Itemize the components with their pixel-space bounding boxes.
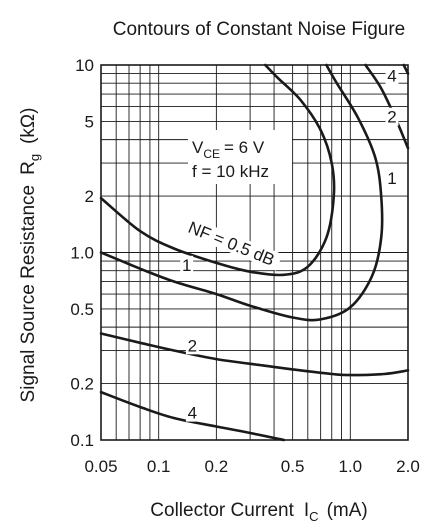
contour-label-background: [185, 336, 199, 355]
x-tick-label: 0.5: [281, 457, 305, 476]
condition-vce-symbol: V: [192, 138, 204, 157]
contour-label-group: 1: [385, 168, 399, 188]
x-tick-label: 0.1: [147, 457, 171, 476]
x-axis-label-unit: (mA): [327, 500, 368, 521]
contour-line: [99, 332, 410, 377]
y-tick-label: 0.1: [70, 431, 94, 450]
contour-label-group: NF = 0.5 dB: [180, 215, 283, 271]
contour-line: [364, 63, 410, 150]
contour-label-group: 2: [385, 107, 399, 127]
contour-label: 1: [387, 169, 396, 188]
y-tick-label: 1.0: [70, 244, 94, 263]
condition-box-background: [188, 130, 292, 184]
tick-labels: 0.05 0.1 0.2 0.5 1.0 2.0 0.1 0.2 0.5 1.0 2 5 10: [70, 56, 419, 476]
contour-line: [99, 390, 286, 442]
y-tick-label: 10: [75, 56, 94, 75]
y-tick-label: 0.5: [70, 300, 94, 319]
contour-label-background: [385, 66, 399, 85]
contour-line: [402, 63, 410, 75]
chart-title: Contours of Constant Noise Figure: [113, 19, 406, 40]
condition-vce-subscript: CE: [203, 147, 220, 161]
x-axis-label-symbol: I: [304, 500, 309, 521]
contour-label-background: [385, 107, 399, 126]
contour-label: 2: [188, 336, 197, 355]
condition-box: VCE = 6 V f = 10 kHz: [188, 130, 292, 184]
contour-label-group: 2: [185, 336, 199, 355]
contour-label-background: [180, 215, 283, 271]
curves: [99, 63, 410, 442]
y-axis-label: Signal Source Resistance Rg (kΩ): [18, 108, 42, 403]
y-axis-label-unit: (kΩ): [18, 108, 39, 144]
contour-label: NF = 0.5 dB: [185, 218, 277, 270]
contour-label-group: 1: [180, 255, 194, 275]
condition-vce-value: = 6 V: [224, 138, 265, 157]
contour-label: 4: [188, 404, 197, 423]
contour-label: 4: [387, 66, 396, 85]
contour-label: 2: [387, 108, 396, 127]
contour-label-group: 4: [185, 403, 199, 423]
y-tick-label: 5: [85, 112, 94, 131]
condition-vce: VCE = 6 V: [192, 138, 265, 161]
contour-line: [99, 63, 336, 277]
x-tick-label: 0.2: [205, 457, 229, 476]
y-axis-label-symbol: R: [18, 161, 39, 175]
contour-label-background: [180, 255, 194, 274]
contour-label-group: 4: [385, 66, 399, 85]
contour-label: 1: [182, 256, 191, 275]
x-tick-label: 0.05: [84, 457, 117, 476]
x-tick-label: 2.0: [396, 457, 420, 476]
y-tick-label: 2: [85, 187, 94, 206]
contour-label-background: [385, 168, 399, 187]
condition-frequency: f = 10 kHz: [192, 162, 269, 181]
contour-line: [99, 63, 384, 322]
contour-label-background: [185, 403, 199, 422]
y-axis-label-main: Signal Source Resistance: [18, 185, 39, 403]
x-axis-label: Collector Current IC (mA): [150, 500, 367, 524]
x-tick-label: 1.0: [338, 457, 362, 476]
y-tick-label: 0.2: [70, 375, 94, 394]
x-axis-label-subscript: C: [309, 509, 318, 524]
x-axis-label-main: Collector Current: [150, 500, 294, 521]
y-axis-label-subscript: g: [27, 154, 42, 161]
